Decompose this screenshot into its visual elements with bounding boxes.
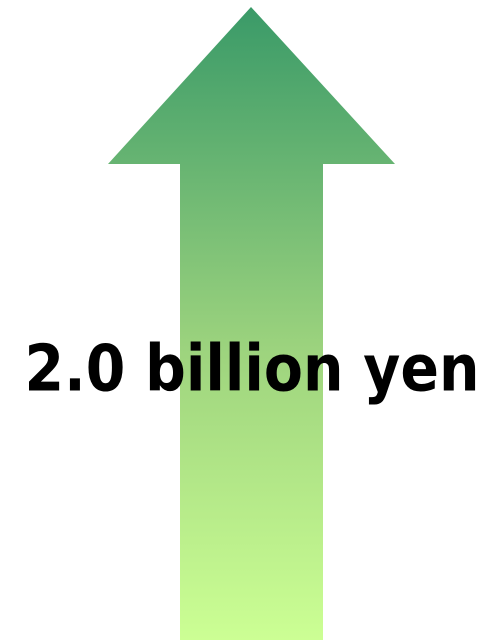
up-arrow bbox=[108, 7, 395, 640]
amount-label: 2.0 billion yen bbox=[25, 333, 480, 407]
